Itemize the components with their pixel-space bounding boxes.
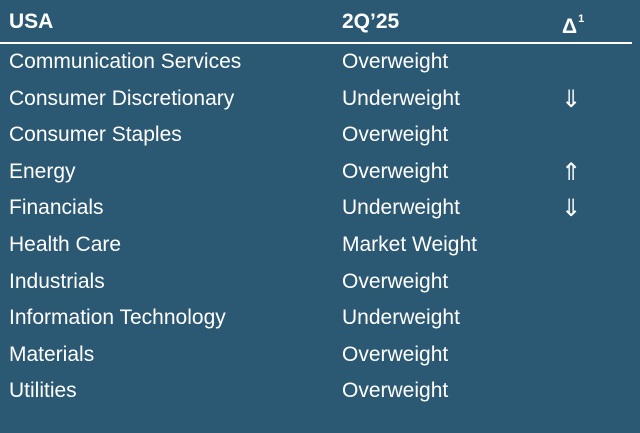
header-change: Δ1: [562, 9, 584, 40]
table-row: Materials Overweight: [0, 337, 640, 374]
footnote-marker: 1: [578, 13, 585, 25]
delta-symbol: Δ: [562, 15, 578, 38]
table-row: Financials Underweight ⇓: [0, 190, 640, 227]
rating-value: Overweight: [342, 342, 449, 366]
table-row: Energy Overweight ⇑: [0, 154, 640, 191]
table-row: Industrials Overweight: [0, 264, 640, 301]
table-row: Utilities Overweight: [0, 373, 640, 410]
table-row: Consumer Staples Overweight: [0, 117, 640, 154]
rating-value: Market Weight: [342, 232, 477, 256]
sector-name: Consumer Staples: [9, 123, 182, 147]
table-body: Communication Services Overweight Consum…: [0, 44, 640, 410]
double-down-arrow-icon: ⇓: [561, 84, 582, 113]
sector-name: Industrials: [9, 269, 105, 293]
table-row: Information Technology Underweight: [0, 300, 640, 337]
sector-name: Utilities: [9, 379, 77, 403]
sector-name: Information Technology: [9, 306, 226, 330]
rating-value: Overweight: [342, 379, 449, 403]
double-up-arrow-icon: ⇑: [561, 157, 582, 186]
rating-value: Underweight: [342, 86, 460, 110]
sector-name: Communication Services: [9, 50, 242, 73]
sector-name: Materials: [9, 342, 95, 366]
sector-name: Consumer Discretionary: [9, 86, 235, 110]
rating-value: Overweight: [342, 159, 449, 183]
rating-value: Underweight: [342, 306, 460, 330]
rating-value: Underweight: [342, 196, 460, 220]
header-divider: [0, 42, 632, 44]
table-row: Consumer Discretionary Underweight ⇓: [0, 81, 640, 118]
header-rating: 2Q’25: [342, 10, 400, 33]
rating-value: Overweight: [342, 123, 449, 147]
sector-name: Financials: [9, 196, 104, 220]
table-header: USA 2Q’25 Δ1: [0, 0, 640, 42]
rating-value: Overweight: [342, 269, 449, 293]
sector-name: Energy: [9, 159, 76, 183]
table-row: Health Care Market Weight: [0, 227, 640, 264]
sector-name: Health Care: [9, 232, 122, 256]
table-row: Communication Services Overweight: [0, 44, 640, 81]
rating-value: Overweight: [342, 50, 449, 73]
double-down-arrow-icon: ⇓: [561, 194, 582, 223]
header-sector: USA: [9, 10, 54, 33]
